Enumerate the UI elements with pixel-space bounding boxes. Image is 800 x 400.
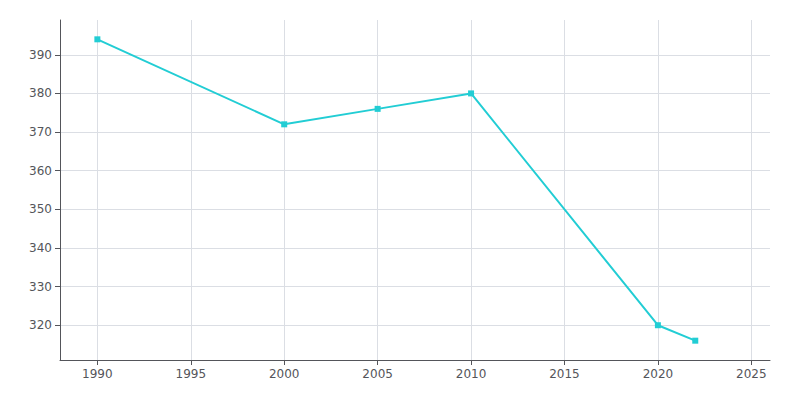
- svg-text:320: 320: [29, 318, 52, 332]
- svg-text:2020: 2020: [643, 367, 674, 381]
- svg-text:2005: 2005: [362, 367, 393, 381]
- svg-text:1995: 1995: [176, 367, 207, 381]
- svg-text:2000: 2000: [269, 367, 300, 381]
- svg-text:2010: 2010: [456, 367, 487, 381]
- svg-text:370: 370: [29, 125, 52, 139]
- svg-text:2015: 2015: [549, 367, 580, 381]
- svg-text:360: 360: [29, 164, 52, 178]
- svg-text:350: 350: [29, 202, 52, 216]
- svg-text:1990: 1990: [82, 367, 113, 381]
- svg-text:340: 340: [29, 241, 52, 255]
- svg-text:390: 390: [29, 48, 52, 62]
- svg-text:2025: 2025: [736, 367, 767, 381]
- svg-text:380: 380: [29, 86, 52, 100]
- svg-text:330: 330: [29, 280, 52, 294]
